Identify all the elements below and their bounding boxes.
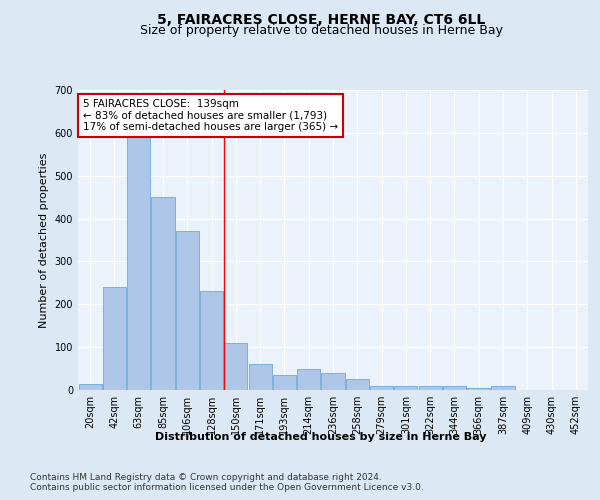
Bar	[127, 128, 150, 390]
Bar	[370, 386, 393, 390]
Bar	[346, 380, 369, 390]
Text: 5, FAIRACRES CLOSE, HERNE BAY, CT6 6LL: 5, FAIRACRES CLOSE, HERNE BAY, CT6 6LL	[157, 12, 485, 26]
Bar	[79, 384, 101, 390]
Bar	[394, 386, 418, 390]
Text: 5 FAIRACRES CLOSE:  139sqm
← 83% of detached houses are smaller (1,793)
17% of s: 5 FAIRACRES CLOSE: 139sqm ← 83% of detac…	[83, 99, 338, 132]
Text: Distribution of detached houses by size in Herne Bay: Distribution of detached houses by size …	[155, 432, 487, 442]
Bar	[248, 364, 272, 390]
Bar	[297, 368, 320, 390]
Bar	[200, 292, 223, 390]
Bar	[467, 388, 490, 390]
Text: Contains HM Land Registry data © Crown copyright and database right 2024.: Contains HM Land Registry data © Crown c…	[30, 472, 382, 482]
Text: Size of property relative to detached houses in Herne Bay: Size of property relative to detached ho…	[139, 24, 503, 37]
Bar	[491, 386, 515, 390]
Bar	[419, 386, 442, 390]
Bar	[273, 375, 296, 390]
Bar	[224, 343, 247, 390]
Bar	[176, 232, 199, 390]
Bar	[103, 287, 126, 390]
Bar	[151, 197, 175, 390]
Bar	[322, 373, 344, 390]
Text: Contains public sector information licensed under the Open Government Licence v3: Contains public sector information licen…	[30, 482, 424, 492]
Bar	[443, 386, 466, 390]
Y-axis label: Number of detached properties: Number of detached properties	[39, 152, 49, 328]
